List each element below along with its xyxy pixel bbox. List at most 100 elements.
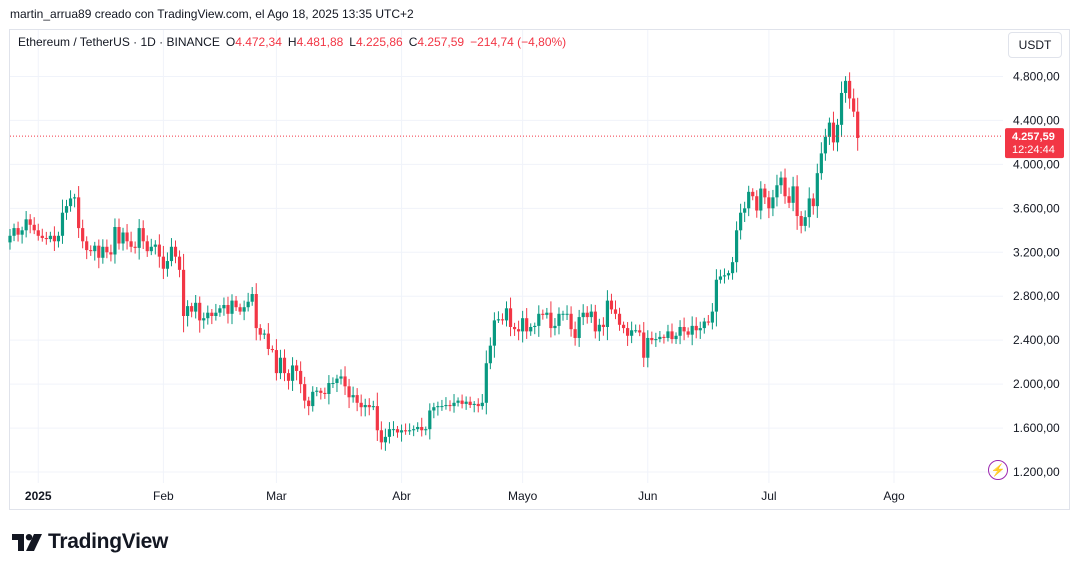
candle-body: [81, 228, 85, 242]
candle-body: [726, 273, 731, 276]
candle-body: [72, 197, 77, 199]
candle-body: [839, 92, 844, 125]
y-tick-label: 2.000,00: [1013, 377, 1060, 391]
candle: [476, 398, 480, 413]
candle: [68, 190, 73, 212]
currency-button[interactable]: USDT: [1008, 32, 1062, 58]
candle-body: [363, 404, 367, 408]
candle: [484, 350, 488, 415]
candle: [783, 168, 787, 204]
candle: [64, 199, 69, 220]
candle-body: [452, 402, 456, 407]
candle: [36, 223, 40, 241]
bolt-icon[interactable]: ⚡: [988, 460, 1008, 480]
candle: [537, 305, 541, 337]
candle: [412, 425, 416, 437]
candle: [508, 297, 513, 337]
candle-body: [246, 301, 250, 308]
candle: [198, 296, 202, 333]
candle: [799, 211, 803, 234]
candle-body: [375, 406, 379, 431]
candle-body: [581, 312, 585, 318]
candle-body: [448, 404, 452, 407]
candle-body: [767, 197, 771, 209]
candle: [444, 397, 448, 410]
change-value: −214,74 (−4,80%): [470, 35, 567, 49]
candle: [214, 303, 218, 321]
candle-body: [706, 321, 710, 323]
candle-body: [206, 312, 210, 319]
candle-body: [294, 365, 299, 371]
candle: [315, 387, 319, 397]
candle: [751, 188, 755, 201]
candle: [101, 239, 105, 264]
candle: [379, 421, 383, 450]
candle-body: [630, 330, 634, 336]
candle-body: [642, 332, 646, 358]
candle: [436, 401, 440, 416]
candle: [460, 394, 464, 409]
time-axis: 2025 Feb Mar Abr Mayo Jun Jul Ago: [25, 489, 905, 503]
candle: [763, 183, 767, 205]
brand[interactable]: TradingView: [12, 530, 168, 554]
candle-body: [266, 333, 270, 349]
y-tick-label: 2.400,00: [1013, 333, 1060, 347]
candle: [424, 426, 428, 436]
candle-body: [56, 235, 61, 242]
x-tick-label: 2025: [25, 489, 52, 503]
candle: [686, 327, 690, 338]
candle-body: [787, 196, 791, 203]
candle-body: [476, 403, 480, 407]
candle: [843, 76, 848, 103]
candle-body: [198, 302, 202, 321]
candle-body: [258, 328, 262, 335]
candle-body: [694, 325, 698, 331]
candle: [16, 221, 20, 242]
candle: [347, 378, 351, 409]
candle-body: [379, 430, 383, 443]
candle: [448, 400, 452, 412]
candle-body: [718, 276, 723, 280]
candle-body: [383, 436, 388, 443]
candle: [605, 290, 610, 341]
candle-body: [601, 324, 605, 327]
candle: [589, 304, 593, 323]
y-tick-label: 1.200,00: [1013, 465, 1060, 479]
candle: [432, 402, 436, 419]
candle: [121, 227, 125, 251]
candle: [767, 190, 771, 219]
candle-body: [468, 401, 472, 405]
candle: [387, 422, 392, 444]
candle-body: [242, 307, 246, 312]
candle: [28, 214, 32, 234]
candle: [617, 307, 622, 331]
candle-body: [40, 235, 44, 238]
symbol-name[interactable]: Ethereum / TetherUS · 1D · BINANCE: [18, 35, 220, 49]
candle: [44, 231, 48, 245]
candle-body: [28, 219, 32, 225]
candle: [149, 238, 153, 256]
candle-body: [823, 136, 827, 154]
candle-body: [222, 305, 226, 309]
x-tick-label: Mar: [266, 489, 287, 503]
candle-body: [488, 345, 492, 364]
candle: [238, 303, 242, 315]
candle-body: [133, 246, 137, 248]
candle: [105, 239, 109, 259]
candle-body: [408, 430, 412, 432]
y-tick-label: 3.600,00: [1013, 201, 1060, 215]
candle: [504, 301, 509, 327]
candle: [569, 306, 573, 337]
candle: [375, 392, 379, 441]
candle-body: [456, 400, 460, 403]
candle-body: [399, 430, 404, 433]
candle-body: [44, 237, 48, 240]
candle: [480, 394, 484, 410]
candle: [383, 428, 388, 451]
tradingview-logo-icon: [12, 533, 42, 551]
candle-body: [617, 313, 622, 325]
close-value: 4.257,59: [417, 35, 465, 49]
candle-body: [553, 325, 557, 329]
candle-body: [779, 177, 783, 186]
